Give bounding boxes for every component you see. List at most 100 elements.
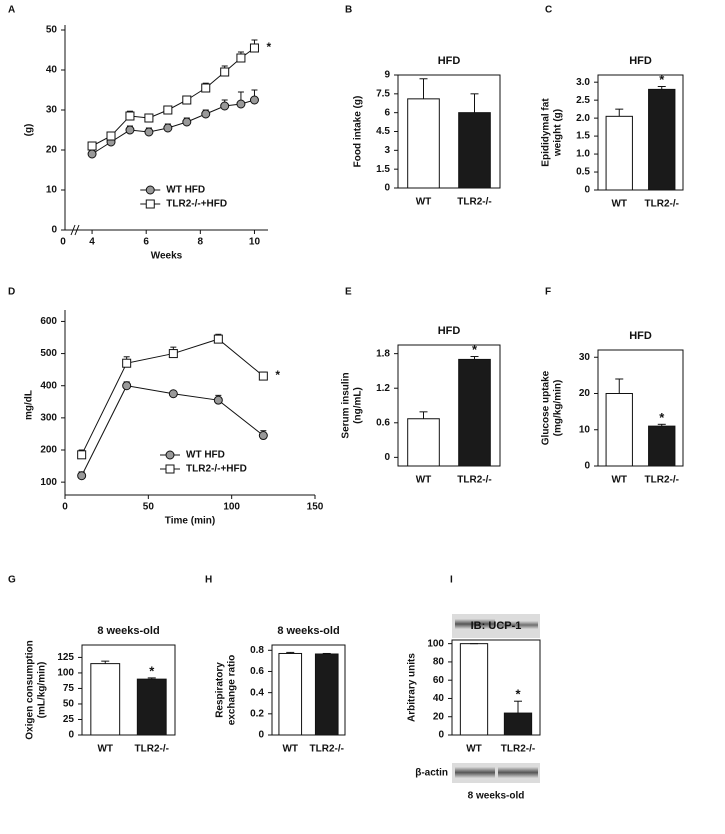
x-tick-label: WT	[416, 197, 432, 208]
chart-title: 8 weeks-old	[97, 625, 159, 637]
y-tick-label: 60	[433, 675, 445, 686]
point	[249, 95, 259, 105]
legend-marker	[165, 450, 175, 460]
x-tick-label: 10	[249, 237, 261, 248]
x-tick-label: TLR2-/-	[310, 744, 344, 755]
point	[258, 431, 268, 441]
loading-label: β-actin	[415, 768, 448, 779]
y-tick-label: 0	[68, 730, 74, 741]
point	[163, 105, 173, 115]
annotation: *	[149, 663, 155, 678]
x-tick-label: TLR2-/-	[645, 199, 679, 210]
subtitle: 8 weeks-old	[468, 791, 525, 802]
point	[144, 113, 154, 123]
x-tick-label: WT	[466, 744, 482, 755]
y-axis-label: Oxigen consumption	[25, 640, 36, 739]
y-axis-label: Epididymal fat	[541, 98, 552, 167]
y-axis-label: weight (g)	[553, 109, 564, 157]
panel-label: E	[345, 287, 352, 298]
y-tick-label: 4.5	[376, 126, 390, 137]
annotation: *	[472, 342, 478, 357]
x-tick-label: TLR2-/-	[501, 744, 535, 755]
y-tick-label: 40	[433, 693, 445, 704]
y-tick-label: 3.0	[576, 77, 590, 88]
y-tick-label: 0	[384, 183, 390, 194]
point	[182, 117, 192, 127]
y-tick-label: 30	[579, 352, 591, 363]
x-tick-label: TLR2-/-	[135, 744, 169, 755]
y-axis-label: Arbitrary units	[407, 653, 418, 722]
y-tick-label: 7.5	[376, 88, 390, 99]
y-tick-label: 0.5	[576, 167, 590, 178]
plot-frame	[597, 349, 684, 467]
x-tick-label: WT	[282, 744, 298, 755]
point	[213, 395, 223, 405]
x-tick-label: 8	[198, 237, 204, 248]
bar	[407, 98, 440, 189]
y-tick-label: 20	[579, 388, 591, 399]
y-tick-label: 0	[584, 461, 590, 472]
annotation: *	[515, 687, 521, 702]
y-tick-label: 0.6	[250, 666, 264, 677]
panel-label: G	[8, 575, 16, 586]
bar	[136, 678, 167, 736]
y-tick-label: 1.5	[576, 131, 590, 142]
y-tick-label: 2.5	[576, 95, 590, 106]
x-tick-label: 4	[89, 237, 95, 248]
blot-band	[498, 621, 538, 629]
legend-marker	[145, 199, 155, 209]
y-tick-label: 600	[40, 316, 57, 327]
annotation: *	[266, 40, 271, 54]
y-axis-label: Serum insulin	[341, 372, 352, 438]
point	[87, 149, 97, 159]
y-tick-label: 1.2	[376, 383, 390, 394]
blot-band	[455, 767, 495, 778]
point	[249, 43, 259, 53]
point	[168, 349, 178, 359]
blot-band	[455, 619, 495, 629]
x-tick-label: WT	[611, 475, 627, 486]
y-tick-label: 0.8	[250, 645, 264, 656]
point	[182, 95, 192, 105]
y-tick-label: 0.4	[250, 687, 264, 698]
legend-marker	[145, 185, 155, 195]
bar	[458, 112, 491, 189]
annotation: *	[659, 410, 665, 425]
chart-title: 8 weeks-old	[277, 625, 339, 637]
bar	[459, 643, 489, 736]
y-axis-label: Respiratory	[215, 662, 226, 718]
y-axis-label: (g)	[24, 124, 35, 137]
x-origin-label: 0	[60, 237, 66, 248]
plot-frame	[597, 74, 684, 191]
legend-label: TLR2-/-+HFD	[186, 464, 247, 475]
y-tick-label: 20	[433, 711, 445, 722]
panel-label: F	[545, 287, 551, 298]
x-tick-label: WT	[97, 744, 113, 755]
y-tick-label: 6	[384, 107, 390, 118]
legend-marker	[165, 464, 175, 474]
point	[236, 53, 246, 63]
chart-title: HFD	[438, 55, 461, 67]
series-line	[91, 99, 255, 155]
y-tick-label: 0.2	[250, 708, 264, 719]
plot-frame	[451, 639, 541, 736]
x-tick-label: WT	[416, 475, 432, 486]
x-tick-label: 6	[143, 237, 149, 248]
x-axis-label: Weeks	[151, 251, 183, 262]
series-line	[91, 47, 255, 147]
y-tick-label: 9	[384, 70, 390, 81]
plot-frame	[397, 74, 501, 189]
point	[125, 125, 135, 135]
panel-label: B	[345, 5, 352, 16]
point	[87, 141, 97, 151]
point	[201, 109, 211, 119]
y-tick-label: 10	[579, 424, 591, 435]
blot-band	[498, 767, 538, 778]
bar	[605, 115, 633, 191]
bar	[458, 358, 491, 467]
y-tick-label: 0.6	[376, 417, 390, 428]
chart-title: HFD	[629, 330, 652, 342]
x-tick-label: 0	[62, 502, 68, 513]
point	[258, 371, 268, 381]
y-tick-label: 80	[433, 657, 445, 668]
